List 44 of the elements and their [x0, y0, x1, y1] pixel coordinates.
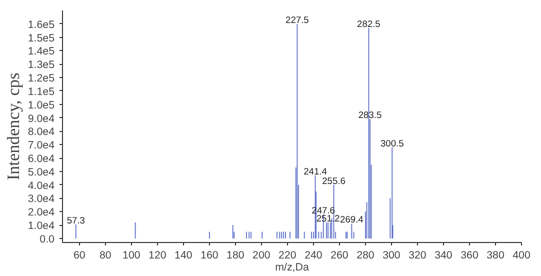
x-tick-label: 340	[434, 250, 452, 262]
y-tick-label: 9.0e4	[28, 112, 55, 125]
y-tick-label: 3.0e4	[28, 193, 55, 206]
x-tick-label: 80	[99, 250, 112, 262]
x-tick-label: 120	[148, 250, 166, 262]
y-tick-label: 4.0e4	[28, 180, 55, 192]
y-tick-label: 1.6e5	[28, 18, 55, 31]
x-tick-label: 140	[174, 250, 192, 262]
annotation: 269.4	[340, 214, 364, 225]
y-tick-label: 7.0e4	[28, 140, 55, 152]
y-tick-label: 1.4e5	[28, 46, 55, 58]
y-tick-label: 1.0e5	[28, 99, 55, 112]
y-tick-label: 0.0	[40, 233, 55, 246]
x-tick-label: 280	[356, 250, 374, 262]
x-tick-label: 320	[408, 250, 426, 262]
y-tick-label: 1.5e5	[28, 32, 55, 44]
y-tick-label: 1.0e4	[28, 220, 55, 232]
y-tick-label: 6.0e4	[28, 153, 55, 166]
x-tick-label: 200	[252, 250, 270, 262]
x-tick-label: 260	[330, 250, 348, 262]
y-tick-label: 8.0e4	[28, 126, 55, 138]
annotation: 227.5	[286, 14, 309, 25]
x-tick-label: 180	[226, 250, 244, 262]
annotation: 255.6	[322, 176, 346, 186]
x-tick-label: 300	[382, 250, 400, 262]
annotation: 241.4	[304, 166, 327, 176]
x-tick-label: 60	[73, 250, 86, 262]
y-tick-label: 1.3e5	[28, 59, 55, 72]
annotation: 282.5	[357, 18, 380, 29]
annotation: 300.5	[380, 138, 404, 148]
x-tick-label: 380	[486, 250, 504, 262]
x-tick-label: 360	[460, 250, 478, 262]
y-tick-label: 2.0e4	[28, 206, 55, 219]
y-tick-label: 5.0e4	[28, 166, 55, 178]
y-tick-label: 1.1e5	[28, 86, 55, 98]
x-tick-label: 160	[200, 250, 218, 262]
x-axis-title: m/z,Da	[275, 262, 309, 274]
y-axis-title: Intendency, cps	[4, 72, 23, 180]
x-tick-label: 400	[512, 250, 530, 262]
x-tick-label: 240	[304, 250, 322, 262]
x-tick-label: 100	[122, 250, 140, 262]
y-tick-label: 1.2e5	[28, 72, 55, 85]
x-tick-label: 220	[278, 250, 296, 262]
annotation: 57.3	[66, 215, 85, 226]
